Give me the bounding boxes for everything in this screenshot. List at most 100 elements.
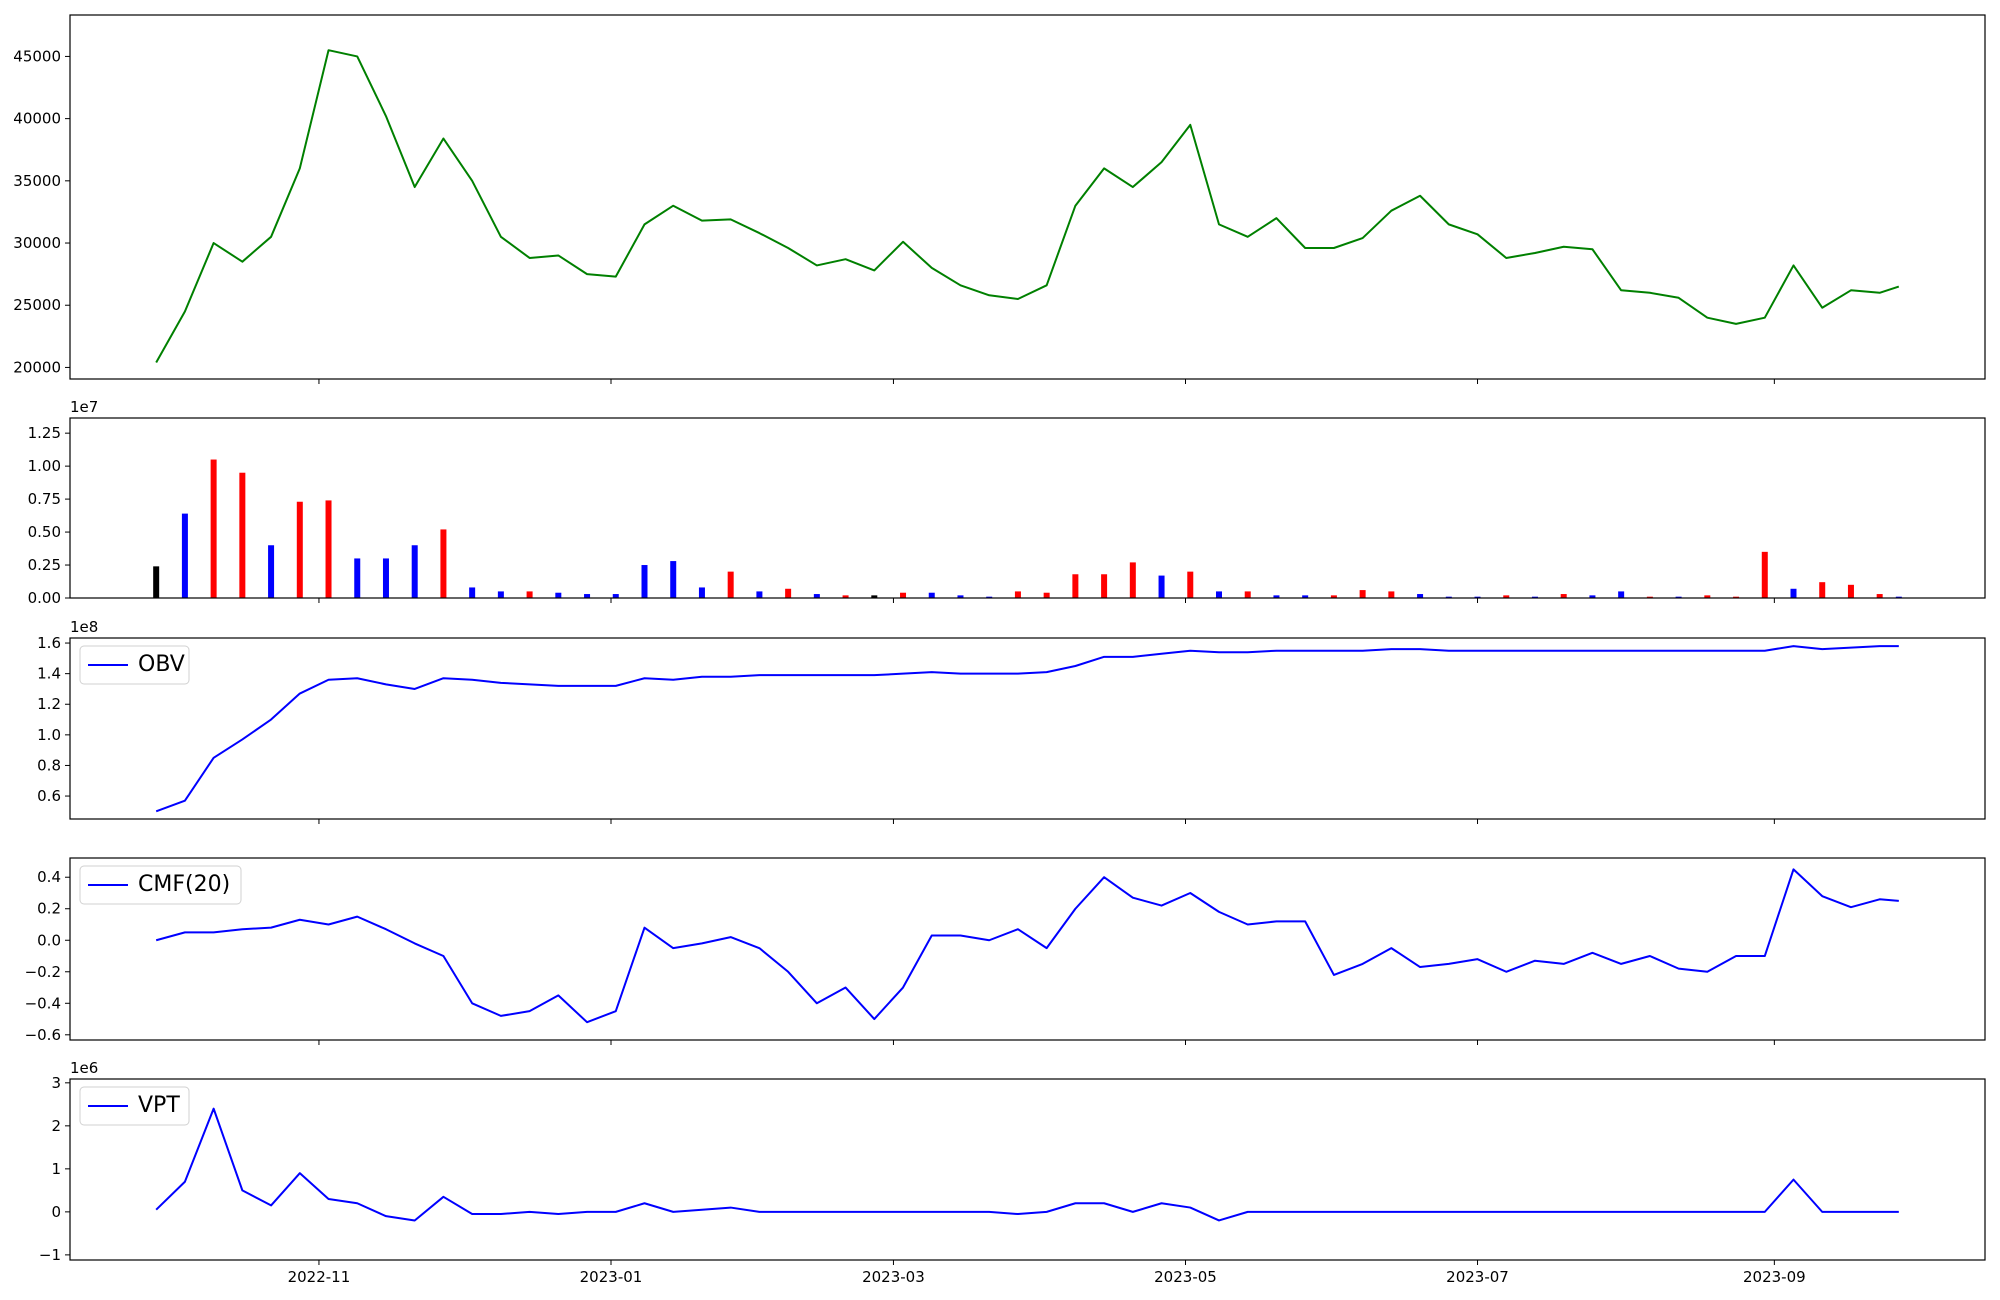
bar: [986, 596, 993, 598]
y-tick-label: 0.8: [37, 756, 61, 774]
bar: [1733, 596, 1740, 598]
y-tick-label: 0.6: [37, 787, 61, 805]
bar: [1072, 574, 1079, 598]
bar: [1646, 596, 1653, 598]
bar: [210, 459, 217, 598]
bar: [325, 500, 332, 598]
bar: [1618, 591, 1625, 598]
bar: [1216, 591, 1222, 598]
y-tick-label: 0.0: [37, 931, 61, 949]
bar: [813, 594, 820, 598]
bar: [1417, 594, 1424, 598]
offset-text: 1e8: [70, 618, 98, 636]
bar: [1158, 575, 1165, 598]
bar: [181, 513, 188, 598]
bar: [1129, 562, 1136, 598]
bar: [1388, 591, 1395, 598]
bar: [1761, 551, 1768, 598]
bar: [153, 566, 160, 598]
legend-box: [79, 865, 242, 905]
bar: [526, 591, 533, 598]
bar: [497, 591, 504, 598]
y-tick-label: −0.2: [25, 963, 61, 981]
bar: [1187, 571, 1194, 598]
y-tick-label: 30000: [13, 234, 61, 252]
legend-label: VPT: [138, 1093, 180, 1118]
bar: [1560, 594, 1567, 598]
y-tick-label: −1: [39, 1246, 61, 1264]
legend-box: [79, 1086, 190, 1126]
bar: [268, 545, 275, 598]
bar: [670, 561, 677, 598]
axes-frame: [69, 637, 1986, 820]
bar: [440, 529, 447, 598]
y-tick-label: 0.25: [28, 556, 61, 574]
bar: [1014, 591, 1021, 598]
y-tick-label: 1.4: [37, 665, 61, 683]
x-tick-label: 2023-05: [1154, 1268, 1217, 1286]
y-tick-label: 25000: [13, 296, 61, 314]
x-tick-label: 2023-07: [1446, 1268, 1509, 1286]
bar: [239, 472, 246, 598]
line: [155, 645, 1899, 813]
y-tick-label: 0: [51, 1203, 61, 1221]
axes-frame: [69, 14, 1986, 380]
bar: [698, 587, 705, 598]
legend-label: OBV: [138, 652, 185, 677]
y-tick-label: 1.2: [37, 695, 61, 713]
bar: [727, 571, 734, 598]
x-tick-label: 2023-01: [580, 1268, 643, 1286]
bar: [1445, 596, 1452, 598]
x-tick-label: 2022-11: [288, 1268, 351, 1286]
y-tick-label: −0.6: [25, 1026, 61, 1044]
bar: [756, 591, 763, 598]
y-tick-label: 1: [51, 1160, 61, 1178]
y-tick-label: 20000: [13, 358, 61, 376]
y-tick-label: 1.25: [28, 424, 61, 442]
bar: [1244, 591, 1251, 598]
line: [155, 49, 1900, 363]
bar: [1273, 595, 1280, 598]
bar: [1704, 595, 1711, 598]
y-tick-label: 45000: [13, 47, 61, 65]
legend-box: [79, 645, 190, 685]
legend: VPT: [79, 1086, 190, 1126]
x-tick-label: 2023-09: [1743, 1268, 1806, 1286]
y-tick-label: 1.6: [37, 634, 61, 652]
line: [155, 868, 1899, 1024]
y-tick-label: 1.0: [37, 726, 61, 744]
offset-text: 1e6: [70, 1059, 98, 1077]
bar: [1819, 582, 1826, 598]
y-tick-label: 0.50: [28, 523, 61, 541]
y-tick-label: 1.00: [28, 457, 61, 475]
bar: [957, 595, 964, 598]
bar: [1043, 592, 1050, 598]
axes-frame: [69, 1078, 1986, 1261]
bar: [1675, 596, 1682, 598]
bar: [411, 545, 418, 598]
y-tick-label: 0.4: [37, 868, 61, 886]
bar: [842, 595, 849, 598]
bar: [1895, 596, 1902, 598]
offset-text: 1e7: [70, 398, 98, 416]
x-tick-label: 2023-03: [862, 1268, 925, 1286]
legend: CMF(20): [79, 865, 242, 905]
legend: OBV: [79, 645, 190, 685]
bar: [1302, 595, 1309, 598]
bar: [1589, 595, 1596, 598]
y-tick-label: 0.2: [37, 900, 61, 918]
legend-label: CMF(20): [138, 872, 230, 897]
bar: [1474, 596, 1481, 598]
bar: [1359, 590, 1366, 598]
y-tick-label: 35000: [13, 172, 61, 190]
bar: [1790, 588, 1797, 598]
y-tick-label: 0.75: [28, 490, 61, 508]
bar: [785, 588, 792, 598]
bar: [584, 594, 591, 598]
y-tick-label: 40000: [13, 110, 61, 128]
bar: [1847, 584, 1854, 598]
line: [155, 1107, 1899, 1222]
y-tick-label: −0.4: [25, 994, 61, 1012]
